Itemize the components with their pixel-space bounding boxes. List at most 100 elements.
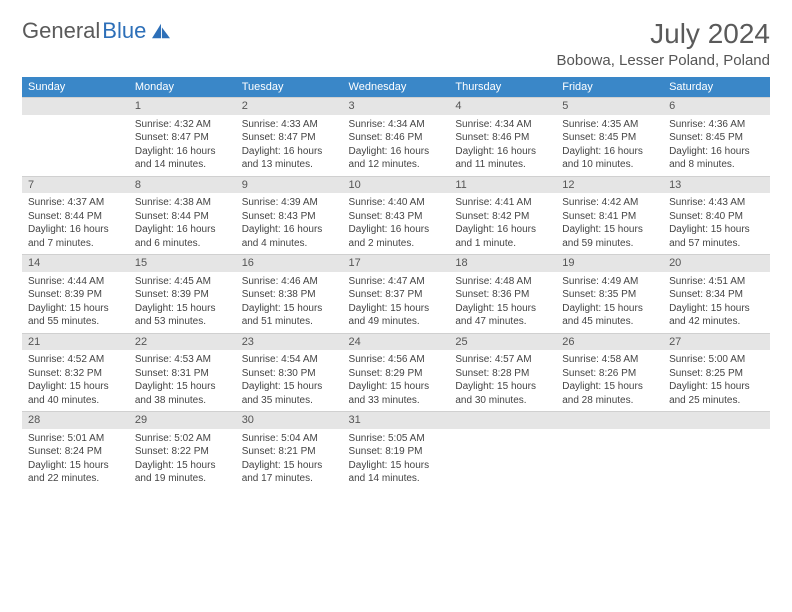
- sunrise-line: Sunrise: 4:42 AM: [562, 196, 657, 210]
- daylight-line: Daylight: 15 hours and 33 minutes.: [349, 380, 444, 407]
- day-number-cell: 13: [663, 176, 770, 193]
- day-content-cell: Sunrise: 5:04 AMSunset: 8:21 PMDaylight:…: [236, 429, 343, 490]
- sunset-line: Sunset: 8:45 PM: [669, 131, 764, 145]
- day-number-cell: [663, 412, 770, 429]
- dayname-row: Sunday Monday Tuesday Wednesday Thursday…: [22, 77, 770, 98]
- content-row: Sunrise: 4:32 AMSunset: 8:47 PMDaylight:…: [22, 115, 770, 177]
- day-content-cell: Sunrise: 4:39 AMSunset: 8:43 PMDaylight:…: [236, 193, 343, 255]
- day-content-cell: Sunrise: 4:54 AMSunset: 8:30 PMDaylight:…: [236, 350, 343, 412]
- sunrise-line: Sunrise: 4:57 AM: [455, 353, 550, 367]
- sunset-line: Sunset: 8:47 PM: [242, 131, 337, 145]
- sunrise-line: Sunrise: 4:53 AM: [135, 353, 230, 367]
- daylight-line: Daylight: 15 hours and 57 minutes.: [669, 223, 764, 250]
- dayname-tuesday: Tuesday: [236, 77, 343, 98]
- daylight-line: Daylight: 15 hours and 25 minutes.: [669, 380, 764, 407]
- day-number-cell: 11: [449, 176, 556, 193]
- day-content-cell: [449, 429, 556, 490]
- dayname-monday: Monday: [129, 77, 236, 98]
- logo-text-general: General: [22, 18, 100, 44]
- daylight-line: Daylight: 15 hours and 19 minutes.: [135, 459, 230, 486]
- sunset-line: Sunset: 8:34 PM: [669, 288, 764, 302]
- daylight-line: Daylight: 16 hours and 13 minutes.: [242, 145, 337, 172]
- sunset-line: Sunset: 8:29 PM: [349, 367, 444, 381]
- content-row: Sunrise: 4:37 AMSunset: 8:44 PM Daylight:…: [22, 193, 770, 255]
- sunrise-line: Sunrise: 4:52 AM: [28, 353, 123, 367]
- sunset-line: Sunset: 8:44 PM: [28, 210, 123, 224]
- day-number-cell: [449, 412, 556, 429]
- sunset-line: Sunset: 8:31 PM: [135, 367, 230, 381]
- daylight-line: Daylight: 15 hours and 51 minutes.: [242, 302, 337, 329]
- sunset-line: Sunset: 8:41 PM: [562, 210, 657, 224]
- day-number-cell: 7: [22, 176, 129, 193]
- day-content-cell: Sunrise: 4:37 AMSunset: 8:44 PMDaylight:…: [22, 193, 129, 255]
- day-content-cell: Sunrise: 4:36 AMSunset: 8:45 PMDaylight:…: [663, 115, 770, 177]
- day-number-cell: 5: [556, 98, 663, 115]
- day-content-cell: Sunrise: 4:32 AMSunset: 8:47 PMDaylight:…: [129, 115, 236, 177]
- day-number-cell: 21: [22, 333, 129, 350]
- day-number-cell: 16: [236, 255, 343, 272]
- day-content-cell: Sunrise: 4:34 AMSunset: 8:46 PMDaylight:…: [449, 115, 556, 177]
- dayname-friday: Friday: [556, 77, 663, 98]
- day-content-cell: Sunrise: 4:34 AMSunset: 8:46 PMDaylight:…: [343, 115, 450, 177]
- location-text: Bobowa, Lesser Poland, Poland: [557, 52, 770, 69]
- sunset-line: Sunset: 8:43 PM: [242, 210, 337, 224]
- sunset-line: Sunset: 8:28 PM: [455, 367, 550, 381]
- logo-text-blue: Blue: [102, 18, 146, 44]
- day-content-cell: Sunrise: 4:33 AMSunset: 8:47 PMDaylight:…: [236, 115, 343, 177]
- day-number-cell: 31: [343, 412, 450, 429]
- daylight-line: Daylight: 16 hours and 12 minutes.: [349, 145, 444, 172]
- daylight-line: Daylight: 15 hours and 28 minutes.: [562, 380, 657, 407]
- daylight-line: Daylight: 16 hours and 2 minutes.: [349, 223, 444, 250]
- sunset-line: Sunset: 8:30 PM: [242, 367, 337, 381]
- daylight-line: Daylight: 15 hours and 42 minutes.: [669, 302, 764, 329]
- daylight-line: Daylight: 16 hours and 11 minutes.: [455, 145, 550, 172]
- sunrise-line: Sunrise: 4:37 AM: [28, 196, 123, 210]
- daylight-line: Daylight: 16 hours and 4 minutes.: [242, 223, 337, 250]
- day-number-cell: 18: [449, 255, 556, 272]
- sunrise-line: Sunrise: 4:34 AM: [455, 118, 550, 132]
- sunrise-line: Sunrise: 4:40 AM: [349, 196, 444, 210]
- daylight-line: Daylight: 16 hours and 6 minutes.: [135, 223, 230, 250]
- day-content-cell: Sunrise: 4:48 AMSunset: 8:36 PMDaylight:…: [449, 272, 556, 334]
- day-content-cell: Sunrise: 5:00 AMSunset: 8:25 PMDaylight:…: [663, 350, 770, 412]
- day-number-cell: 4: [449, 98, 556, 115]
- day-number-cell: 27: [663, 333, 770, 350]
- sunset-line: Sunset: 8:39 PM: [135, 288, 230, 302]
- day-content-cell: Sunrise: 5:05 AMSunset: 8:19 PMDaylight:…: [343, 429, 450, 490]
- day-number-cell: 24: [343, 333, 450, 350]
- sunrise-line: Sunrise: 4:33 AM: [242, 118, 337, 132]
- calendar-table: Sunday Monday Tuesday Wednesday Thursday…: [22, 77, 770, 490]
- sunrise-line: Sunrise: 4:48 AM: [455, 275, 550, 289]
- sunset-line: Sunset: 8:38 PM: [242, 288, 337, 302]
- day-content-cell: Sunrise: 4:38 AMSunset: 8:44 PMDaylight:…: [129, 193, 236, 255]
- sunset-line: Sunset: 8:43 PM: [349, 210, 444, 224]
- day-number-cell: 20: [663, 255, 770, 272]
- day-content-cell: Sunrise: 4:52 AMSunset: 8:32 PMDaylight:…: [22, 350, 129, 412]
- sunset-line: Sunset: 8:37 PM: [349, 288, 444, 302]
- day-content-cell: Sunrise: 4:40 AMSunset: 8:43 PMDaylight:…: [343, 193, 450, 255]
- sunset-line: Sunset: 8:36 PM: [455, 288, 550, 302]
- sunset-line: Sunset: 8:39 PM: [28, 288, 123, 302]
- daynum-row: 123456: [22, 98, 770, 115]
- sunrise-line: Sunrise: 4:38 AM: [135, 196, 230, 210]
- daynum-row: 28293031: [22, 412, 770, 429]
- dayname-sunday: Sunday: [22, 77, 129, 98]
- sunset-line: Sunset: 8:26 PM: [562, 367, 657, 381]
- daylight-line: Daylight: 15 hours and 59 minutes.: [562, 223, 657, 250]
- sunset-line: Sunset: 8:46 PM: [455, 131, 550, 145]
- daylight-line: Daylight: 15 hours and 53 minutes.: [135, 302, 230, 329]
- daylight-line: Daylight: 15 hours and 35 minutes.: [242, 380, 337, 407]
- daylight-line: Daylight: 15 hours and 38 minutes.: [135, 380, 230, 407]
- day-number-cell: [556, 412, 663, 429]
- day-content-cell: Sunrise: 4:47 AMSunset: 8:37 PMDaylight:…: [343, 272, 450, 334]
- day-number-cell: 12: [556, 176, 663, 193]
- day-number-cell: 8: [129, 176, 236, 193]
- day-content-cell: Sunrise: 4:49 AMSunset: 8:35 PMDaylight:…: [556, 272, 663, 334]
- content-row: Sunrise: 4:52 AMSunset: 8:32 PMDaylight:…: [22, 350, 770, 412]
- sunrise-line: Sunrise: 4:51 AM: [669, 275, 764, 289]
- dayname-saturday: Saturday: [663, 77, 770, 98]
- day-content-cell: Sunrise: 4:56 AMSunset: 8:29 PMDaylight:…: [343, 350, 450, 412]
- day-number-cell: 10: [343, 176, 450, 193]
- day-number-cell: 14: [22, 255, 129, 272]
- header: General Blue July 2024 Bobowa, Lesser Po…: [22, 18, 770, 69]
